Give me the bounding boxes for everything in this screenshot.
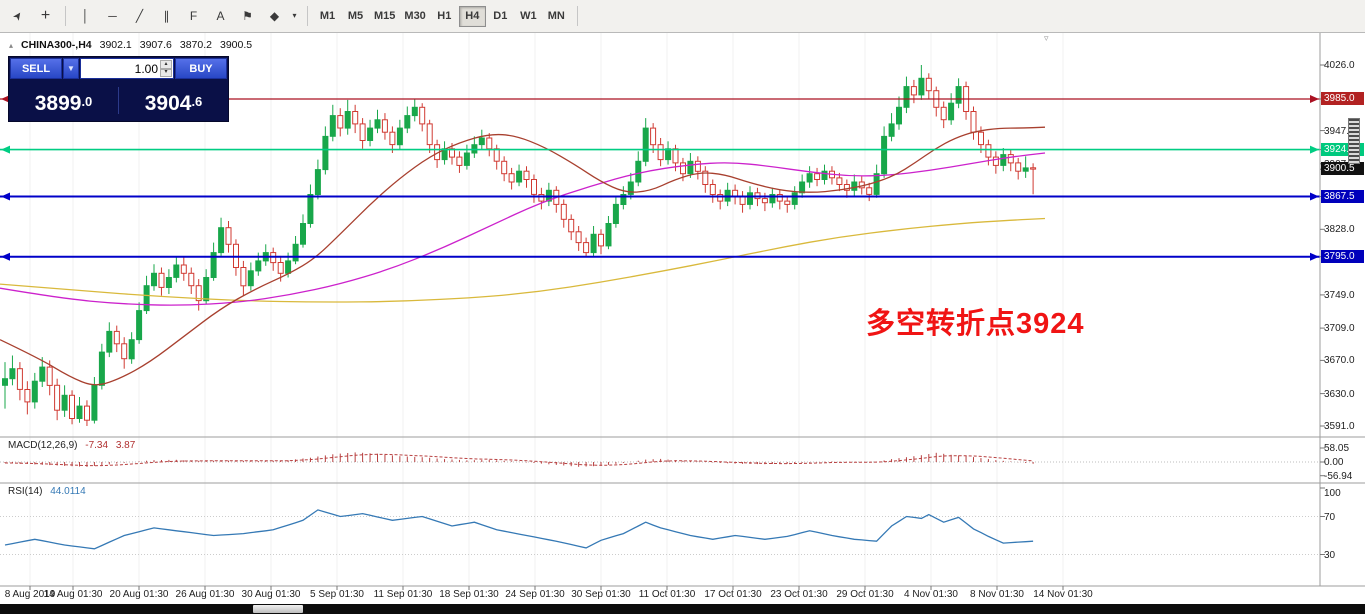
equidistant-channel-tool[interactable]: ∥ (153, 4, 180, 28)
macd-value: -7.34 (85, 440, 109, 451)
equidistant-channel-tool-glyph: ∥ (163, 9, 170, 23)
timeframe-m15[interactable]: M15 (370, 6, 399, 27)
volume-up-icon[interactable]: ▴ (160, 60, 172, 69)
sell-price-base: 3899 (34, 91, 82, 115)
ohlc-low: 3870.2 (179, 39, 212, 51)
fibonacci-retracement-tool-glyph: F (189, 9, 198, 23)
timeframe-h1[interactable]: H1 (431, 6, 458, 27)
timeframe-d1[interactable]: D1 (487, 6, 514, 27)
rsi-value: 44.0114 (50, 486, 86, 497)
volume-down-icon[interactable]: ▾ (160, 68, 172, 77)
timeframe-mn[interactable]: MN (543, 6, 570, 27)
trendline-tool[interactable]: ╱ (126, 4, 153, 28)
timeframe-m30[interactable]: M30 (400, 6, 429, 27)
horizontal-line-tool-glyph: ─ (108, 9, 117, 23)
rsi-label: RSI(14) 44.0114 (8, 486, 91, 497)
crosshair-tool[interactable]: + (32, 4, 59, 28)
buy-price[interactable]: 3904 .6 (119, 88, 228, 114)
symbol-marker-icon: ▴ (9, 40, 14, 50)
macd-label: MACD(12,26,9) -7.34 3.87 (8, 440, 140, 451)
arrows-tool-glyph: ⚑ (242, 9, 253, 23)
pointer-tools: ➤ + (5, 0, 59, 32)
main-toolbar: ➤ + │ ─ ╱ ∥ F A ⚑ ◆ ▾ M1 M5 M15 M30 H1 H4 D1 W1 MN (0, 0, 1365, 33)
chart-header: ▴ CHINA300-,H4 3902.1 3907.6 3870.2 3900… (9, 39, 252, 51)
shapes-tool-glyph: ◆ (269, 9, 280, 23)
text-tool[interactable]: A (207, 4, 234, 28)
timeframe-m1[interactable]: M1 (314, 6, 341, 27)
fibonacci-retracement-tool[interactable]: F (180, 4, 207, 28)
cursor-tool-glyph: ➤ (10, 8, 26, 23)
sell-price[interactable]: 3899 .0 (9, 88, 118, 114)
scrollbar-thumb[interactable] (1348, 118, 1360, 164)
drawing-tools: │ ─ ╱ ∥ F A ⚑ ◆ ▾ (72, 0, 301, 32)
taskbar (0, 604, 1365, 614)
ohlc-high: 3907.6 (139, 39, 172, 51)
buy-button[interactable]: BUY (175, 58, 227, 79)
volume-dropdown-icon[interactable]: ▼ (63, 58, 79, 79)
trendline-tool-glyph: ╱ (135, 9, 144, 23)
macd-name: MACD(12,26,9) (8, 440, 78, 451)
timeframe-w1[interactable]: W1 (515, 6, 542, 27)
annotation-text: 多空转折点3924 (866, 308, 1085, 340)
taskbar-item[interactable] (253, 605, 303, 613)
macd-signal-value: 3.87 (115, 440, 136, 451)
chart-shift-marker-icon: ▿ (1044, 33, 1049, 43)
shapes-dropdown-glyph: ▾ (292, 11, 297, 20)
ohlc-close: 3900.5 (220, 39, 253, 51)
arrows-tool[interactable]: ⚑ (234, 4, 261, 28)
rsi-name: RSI(14) (8, 486, 43, 497)
shapes-dropdown[interactable]: ▾ (288, 4, 301, 28)
volume-input[interactable] (81, 59, 173, 78)
timeframe-m5[interactable]: M5 (342, 6, 369, 27)
symbol-title: CHINA300-,H4 (21, 39, 92, 51)
buy-price-base: 3904 (144, 91, 192, 115)
ohlc-open: 3902.1 (99, 39, 132, 51)
panel-divider (118, 86, 119, 115)
shapes-tool[interactable]: ◆ (261, 4, 288, 28)
sell-button[interactable]: SELL (10, 58, 62, 79)
toolbar-separator (576, 6, 578, 26)
crosshair-tool-glyph: + (40, 7, 51, 24)
vertical-line-tool-glyph: │ (81, 9, 90, 23)
timeframe-group: M1 M5 M15 M30 H1 H4 D1 W1 MN (314, 0, 571, 32)
toolbar-separator (65, 6, 66, 26)
sell-price-pips: .0 (81, 93, 93, 109)
buy-price-pips: .6 (191, 93, 203, 109)
one-click-trading-panel: SELL ▼ ▴ ▾ BUY 3899 .0 3904 .6 (8, 56, 229, 122)
timeframe-h4[interactable]: H4 (458, 5, 486, 27)
text-tool-glyph: A (216, 9, 225, 23)
vertical-line-tool[interactable]: │ (72, 4, 99, 28)
volume-field-wrap: ▴ ▾ (80, 58, 174, 79)
toolbar-separator (307, 6, 308, 26)
horizontal-line-tool[interactable]: ─ (99, 4, 126, 28)
cursor-tool[interactable]: ➤ (5, 4, 32, 28)
